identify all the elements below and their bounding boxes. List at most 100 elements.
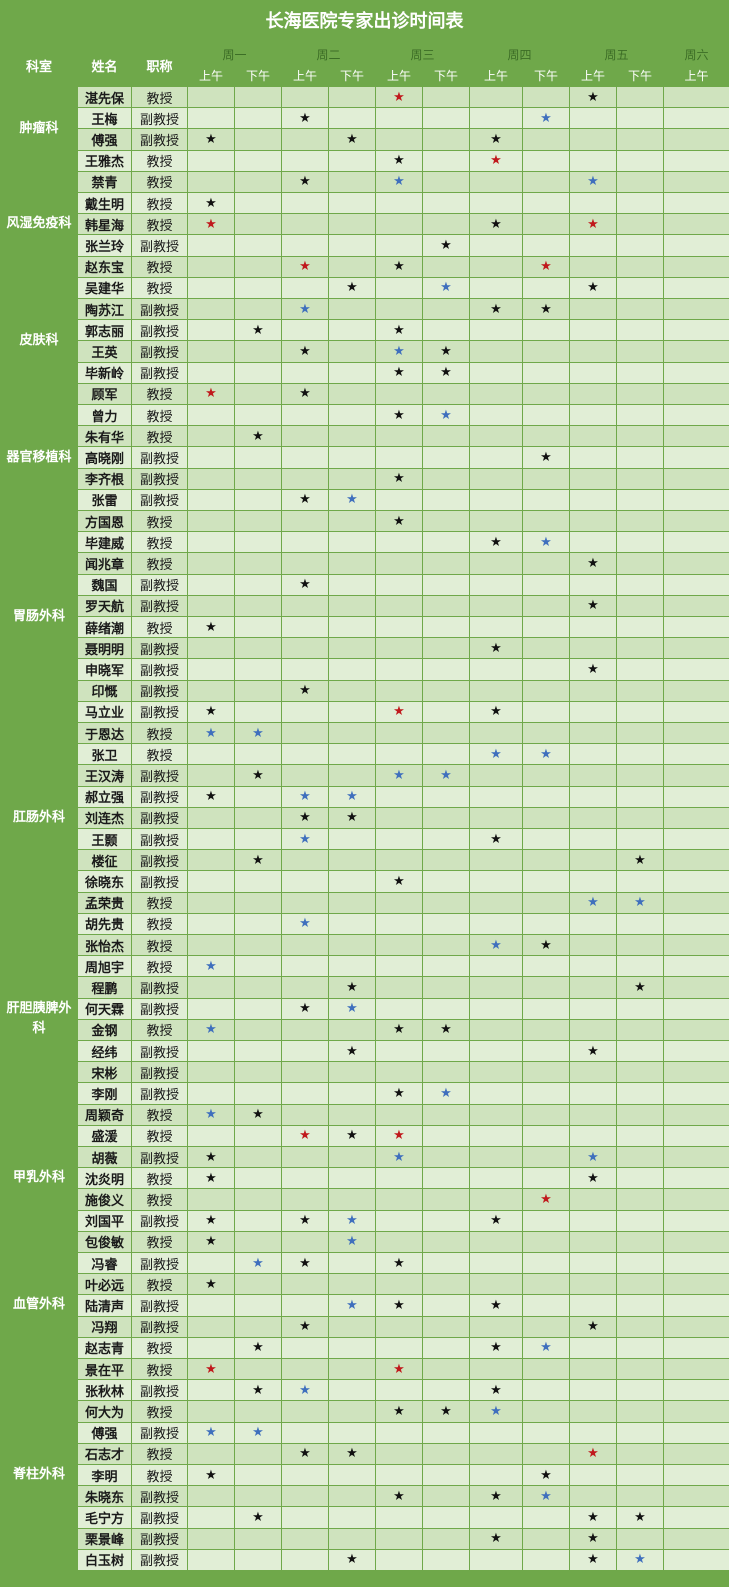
schedule-slot [329,320,375,341]
schedule-slot [523,956,569,977]
schedule-slot: ★ [282,913,328,934]
schedule-slot: ★ [570,277,616,298]
schedule-slot: ★ [523,108,569,129]
schedule-slot [470,1549,522,1570]
schedule-slot [523,892,569,913]
schedule-slot [570,320,616,341]
schedule-slot: ★ [470,638,522,659]
schedule-slot: ★ [188,1465,234,1486]
schedule-slot [423,171,469,192]
star-icon: ★ [252,1425,264,1441]
schedule-slot [188,744,234,765]
schedule-slot [423,595,469,616]
department-cell: 血管外科 [1,1231,77,1380]
schedule-slot [188,108,234,129]
doctor-title: 副教授 [132,235,187,256]
schedule-slot [570,1189,616,1210]
doctor-name: 王英 [78,341,131,362]
star-icon: ★ [393,365,405,381]
schedule-slot: ★ [329,1210,375,1231]
schedule-slot [329,1083,375,1104]
schedule-slot [523,1528,569,1549]
schedule-slot: ★ [617,850,663,871]
star-icon: ★ [440,237,452,253]
schedule-slot [282,1231,328,1252]
schedule-slot [523,701,569,722]
schedule-slot [282,214,328,235]
doctor-title: 教授 [132,1465,187,1486]
schedule-slot [329,574,375,595]
schedule-slot [235,1549,281,1570]
doctor-title: 教授 [132,150,187,171]
doctor-name: 戴生明 [78,193,131,214]
department-cell: 胃肠外科 [1,511,77,722]
schedule-slot [617,1062,663,1083]
schedule-slot [470,680,522,701]
schedule-slot [235,341,281,362]
schedule-slot [423,553,469,574]
schedule-slot: ★ [376,1359,422,1380]
schedule-slot [617,553,663,574]
star-icon: ★ [205,619,217,635]
schedule-slot [423,1380,469,1401]
schedule-slot [570,193,616,214]
schedule-slot [617,913,663,934]
schedule-slot [570,1104,616,1125]
schedule-slot [523,913,569,934]
schedule-slot: ★ [523,447,569,468]
schedule-slot [664,850,729,871]
star-icon: ★ [299,810,311,826]
schedule-slot [664,892,729,913]
doctor-name: 高晓刚 [78,447,131,468]
schedule-slot [470,998,522,1019]
schedule-slot: ★ [470,1295,522,1316]
star-icon: ★ [252,1340,264,1356]
schedule-slot: ★ [282,108,328,129]
schedule-slot [282,744,328,765]
schedule-slot [617,1380,663,1401]
star-icon: ★ [587,1446,599,1462]
schedule-slot [235,977,281,998]
schedule-slot [235,171,281,192]
schedule-slot [188,1528,234,1549]
schedule-slot [329,383,375,404]
schedule-slot [282,362,328,383]
schedule-slot [423,1231,469,1252]
schedule-slot [376,850,422,871]
schedule-slot [664,299,729,320]
doctor-title: 教授 [132,1168,187,1189]
schedule-slot [282,1062,328,1083]
schedule-slot [423,680,469,701]
schedule-slot [570,956,616,977]
schedule-slot [570,998,616,1019]
doctor-title: 副教授 [132,595,187,616]
schedule-slot: ★ [617,1549,663,1570]
pm-header: 下午 [523,65,569,86]
schedule-slot [664,1486,729,1507]
schedule-slot [188,1337,234,1358]
star-icon: ★ [587,89,599,105]
schedule-slot: ★ [523,744,569,765]
schedule-slot [235,617,281,638]
schedule-slot [617,701,663,722]
schedule-slot [235,468,281,489]
schedule-slot: ★ [376,1253,422,1274]
schedule-slot [617,1443,663,1464]
schedule-slot [235,1359,281,1380]
star-icon: ★ [205,1467,217,1483]
star-icon: ★ [490,301,502,317]
schedule-slot [470,871,522,892]
schedule-slot [617,214,663,235]
schedule-slot [282,935,328,956]
schedule-slot: ★ [282,680,328,701]
schedule-slot [523,320,569,341]
schedule-slot: ★ [282,574,328,595]
schedule-slot [523,193,569,214]
schedule-slot: ★ [376,701,422,722]
schedule-slot: ★ [470,150,522,171]
schedule-slot [664,447,729,468]
schedule-slot [329,256,375,277]
schedule-slot [235,1486,281,1507]
schedule-slot [329,1401,375,1422]
schedule-slot [376,595,422,616]
